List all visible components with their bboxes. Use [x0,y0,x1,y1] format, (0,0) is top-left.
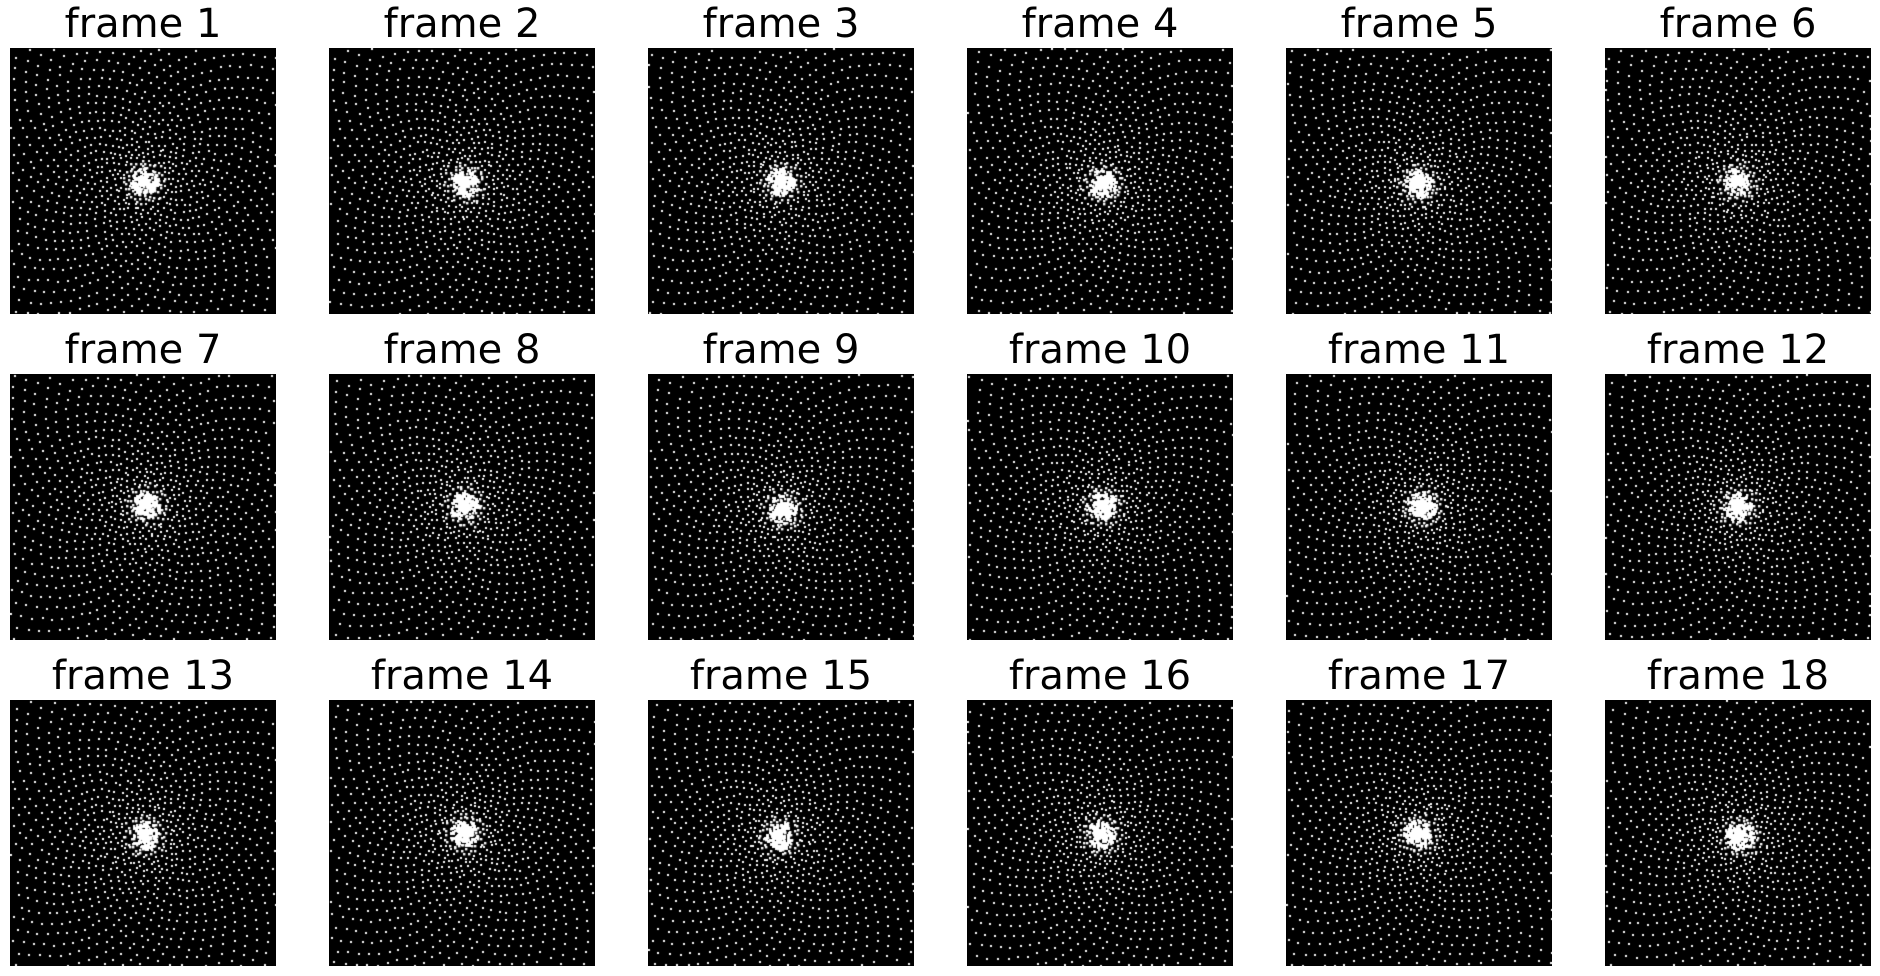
frame-title: frame 11 [1327,327,1511,373]
frame-image [329,48,595,314]
frame-image [967,374,1233,640]
frame-title: frame 9 [702,327,860,373]
frame-image [329,374,595,640]
frame-image [1286,48,1552,314]
frame-image [10,700,276,966]
frame-title: frame 4 [1021,1,1179,47]
frame-title: frame 15 [689,653,873,699]
frame-image [329,700,595,966]
frame-title: frame 8 [383,327,541,373]
frame-title: frame 1 [64,1,222,47]
frame-image [10,374,276,640]
frame-image [1286,700,1552,966]
frame-image [1605,374,1871,640]
frame-title: frame 2 [383,1,541,47]
frame-title: frame 7 [64,327,222,373]
frame-title: frame 17 [1327,653,1511,699]
frame-image [967,48,1233,314]
frame-title: frame 13 [51,653,235,699]
frame-image [1605,48,1871,314]
frame-title: frame 3 [702,1,860,47]
frame-title: frame 6 [1659,1,1817,47]
frame-title: frame 12 [1646,327,1830,373]
frame-image [648,374,914,640]
frame-image [648,48,914,314]
frame-image [648,700,914,966]
frame-image [1286,374,1552,640]
frame-image [10,48,276,314]
frame-image [967,700,1233,966]
frame-title: frame 14 [370,653,554,699]
frame-title: frame 18 [1646,653,1830,699]
frame-image [1605,700,1871,966]
frame-title: frame 10 [1008,327,1192,373]
frame-title: frame 16 [1008,653,1192,699]
frame-title: frame 5 [1340,1,1498,47]
